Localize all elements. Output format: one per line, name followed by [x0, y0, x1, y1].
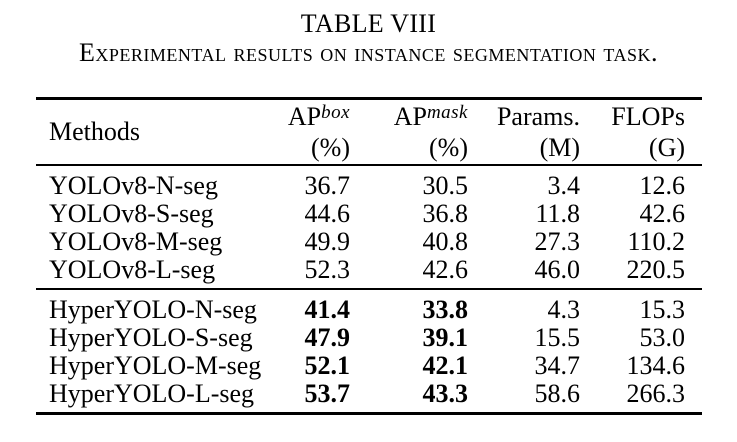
- flops-cell: 15.3: [639, 294, 686, 324]
- method-cell: HyperYOLO-N-seg: [49, 294, 257, 324]
- ap-box-cell: 36.7: [304, 170, 351, 200]
- params-cell: 27.3: [534, 226, 581, 256]
- flops-cell: 266.3: [626, 378, 686, 408]
- table-caption: TABLE VIII Experimental results on insta…: [0, 10, 737, 67]
- params-cell: 4.3: [547, 294, 581, 324]
- ap-mask-cell: 36.8: [422, 198, 469, 228]
- col-header-methods: Methods: [49, 116, 140, 146]
- ap-mask-cell: 33.8: [422, 294, 469, 324]
- ap-mask-cell: 42.6: [422, 254, 469, 284]
- superscript-box: box: [321, 101, 350, 123]
- col-header-flops: FLOPs (G): [580, 99, 702, 165]
- header-row: Methods APbox (%) APmask (%) Params. (M)…: [36, 99, 702, 165]
- table-row: HyperYOLO-L-seg 53.7 43.3 58.6 266.3: [36, 378, 702, 414]
- method-cell: YOLOv8-S-seg: [49, 198, 214, 228]
- table-caption-text: Experimental results on instance segment…: [79, 38, 658, 67]
- params-cell: 3.4: [547, 170, 581, 200]
- table-row: YOLOv8-S-seg 44.6 36.8 11.8 42.6: [36, 198, 702, 228]
- flops-cell: 53.0: [639, 322, 686, 352]
- table-row: HyperYOLO-S-seg 47.9 39.1 15.5 53.0: [36, 322, 702, 352]
- results-table: Methods APbox (%) APmask (%) Params. (M)…: [36, 97, 702, 415]
- flops-cell: 110.2: [627, 226, 685, 256]
- ap-mask-cell: 30.5: [422, 170, 469, 200]
- ap-box-cell: 49.9: [304, 226, 351, 256]
- params-cell: 58.6: [534, 378, 581, 408]
- method-cell: YOLOv8-L-seg: [49, 254, 216, 284]
- col-header-flops-label: FLOPs: [611, 101, 685, 131]
- ap-mask-cell: 39.1: [422, 322, 469, 352]
- method-cell: HyperYOLO-L-seg: [49, 378, 255, 408]
- hyperyolo-group: HyperYOLO-N-seg 41.4 33.8 4.3 15.3 Hyper…: [36, 289, 702, 414]
- method-cell: HyperYOLO-S-seg: [49, 322, 253, 352]
- table-row: YOLOv8-N-seg 36.7 30.5 3.4 12.6: [36, 165, 702, 200]
- ap-box-cell: 53.7: [304, 378, 351, 408]
- method-cell: YOLOv8-N-seg: [49, 170, 218, 200]
- ap-mask-cell: 43.3: [422, 378, 469, 408]
- ap-mask-cell: 40.8: [422, 226, 469, 256]
- params-cell: 15.5: [534, 322, 581, 352]
- ap-box-cell: 41.4: [304, 294, 351, 324]
- table-row: YOLOv8-M-seg 49.9 40.8 27.3 110.2: [36, 226, 702, 256]
- ap-box-cell: 52.3: [304, 254, 351, 284]
- col-header-params-label: Params.: [496, 101, 580, 131]
- params-cell: 34.7: [534, 350, 581, 380]
- table-row: HyperYOLO-M-seg 52.1 42.1 34.7 134.6: [36, 350, 702, 380]
- flops-cell: 12.6: [639, 170, 686, 200]
- table-row: YOLOv8-L-seg 52.3 42.6 46.0 220.5: [36, 254, 702, 289]
- params-cell: 46.0: [534, 254, 581, 284]
- col-header-ap-mask-base: AP: [393, 101, 427, 131]
- col-header-params: Params. (M): [468, 99, 580, 165]
- flops-cell: 42.6: [639, 198, 686, 228]
- yolov8-group: YOLOv8-N-seg 36.7 30.5 3.4 12.6 YOLOv8-S…: [36, 165, 702, 289]
- method-cell: HyperYOLO-M-seg: [49, 350, 262, 380]
- table-header: Methods APbox (%) APmask (%) Params. (M)…: [36, 99, 702, 165]
- flops-cell: 220.5: [626, 254, 686, 284]
- col-header-ap-box: APbox (%): [250, 99, 350, 165]
- col-header-flops-unit: (G): [648, 132, 685, 162]
- col-header-ap-box-label: APbox: [250, 101, 350, 132]
- method-cell: YOLOv8-M-seg: [49, 226, 223, 256]
- ap-box-cell: 44.6: [304, 198, 351, 228]
- flops-cell: 134.6: [626, 350, 686, 380]
- superscript-mask: mask: [426, 101, 468, 123]
- col-header-ap-mask: APmask (%): [350, 99, 468, 165]
- col-header-ap-mask-unit: (%): [429, 132, 468, 162]
- col-header-ap-box-unit: (%): [311, 132, 350, 162]
- table-row: HyperYOLO-N-seg 41.4 33.8 4.3 15.3: [36, 289, 702, 324]
- table-number: TABLE VIII: [300, 9, 437, 38]
- ap-mask-cell: 42.1: [422, 350, 469, 380]
- params-cell: 11.8: [535, 198, 580, 228]
- col-header-params-unit: (M): [539, 132, 580, 162]
- col-header-ap-mask-label: APmask: [350, 101, 468, 132]
- ap-box-cell: 47.9: [304, 322, 351, 352]
- ap-box-cell: 52.1: [304, 350, 351, 380]
- col-header-ap-box-base: AP: [287, 101, 322, 131]
